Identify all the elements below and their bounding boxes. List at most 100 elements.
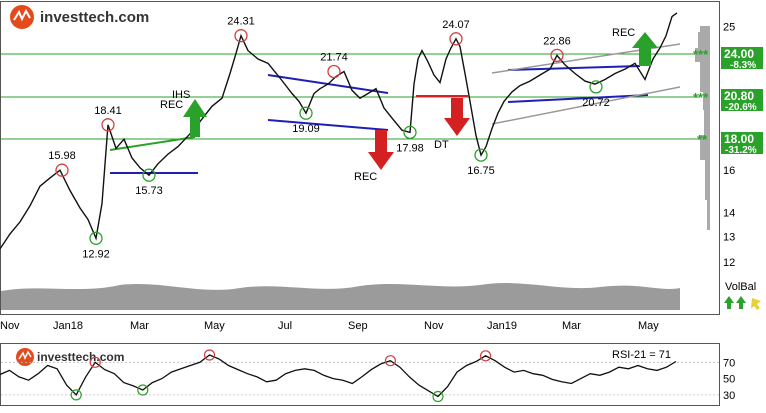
rsi-logo-wave <box>18 350 32 360</box>
volume-bar <box>707 200 710 230</box>
pivot-label: 18.41 <box>94 105 122 117</box>
x-axis-label: Nov <box>0 320 20 332</box>
y-tick-label: 14 <box>723 208 735 220</box>
pivot-marker <box>327 64 341 79</box>
volume-bar <box>700 135 710 160</box>
level-value: 18.00 <box>724 132 754 146</box>
rsi-pivot-points <box>70 349 492 403</box>
volume-bar <box>700 62 710 92</box>
pivot-marker <box>89 231 103 245</box>
level-value-box <box>721 132 763 154</box>
price-line <box>0 12 678 250</box>
signal-arrow-down-icon <box>444 98 470 136</box>
rsi-axis-ticks: 30 50 70 <box>723 357 735 402</box>
trendline-up-channel-bottom <box>491 86 681 125</box>
x-axis-label: Jan19 <box>487 320 517 332</box>
rsi-bottom-marker <box>70 389 82 401</box>
signal-label-rec: REC <box>160 99 183 111</box>
pivot-label: 21.74 <box>320 52 348 64</box>
pivot-marker <box>474 148 488 162</box>
level-box-24: *** 24.00 -8.3% <box>693 47 763 71</box>
pivot-label: 12.92 <box>82 248 110 260</box>
x-axis-labels: Nov Jan18 Mar May Jul Sep Nov Jan19 Mar May <box>0 320 659 332</box>
rsi-bottom-marker <box>137 384 149 396</box>
pivot-label: 20.72 <box>582 97 610 109</box>
x-axis-label: Mar <box>562 320 581 332</box>
x-axis-label: May <box>204 320 225 332</box>
pivot-label: 19.09 <box>292 123 320 135</box>
level-pct: -31.2% <box>725 145 757 156</box>
level-pct: -8.3% <box>730 60 756 71</box>
signal-labels: IHS REC REC DT REC <box>160 27 635 183</box>
pivot-marker <box>142 168 156 182</box>
signal-arrow-up-icon <box>183 99 207 137</box>
logo-wave <box>13 8 31 22</box>
rsi-logo: investtech.com <box>16 348 124 366</box>
rsi-top-marker <box>480 350 492 362</box>
signal-label-rec: REC <box>354 171 377 183</box>
logo: investtech.com <box>10 5 149 29</box>
pivot-points: 15.98 18.41 12.92 15.73 24.31 21.74 19.09 17.98… <box>48 16 610 261</box>
level-box-18: ** 18.00 -31.2% <box>697 132 763 156</box>
volume-balance-area <box>1 282 680 310</box>
y-axis-ticks: 12 13 14 16 25 <box>723 22 735 269</box>
pivot-label: 24.31 <box>227 16 255 28</box>
signal-arrow-down-icon <box>368 130 394 170</box>
pivot-label: 16.75 <box>467 165 495 177</box>
signal-label-ihs: IHS <box>172 89 190 101</box>
level-pct: -20.6% <box>725 102 757 113</box>
y-tick-label: 25 <box>723 22 735 34</box>
x-axis-label: Jul <box>278 320 292 332</box>
rsi-top-marker <box>384 355 396 367</box>
volume-bar <box>705 160 710 200</box>
x-axis-label: Jan18 <box>53 320 83 332</box>
y-tick-label: 12 <box>723 257 735 269</box>
volume-histogram <box>695 26 710 230</box>
rsi-line <box>0 354 677 398</box>
volbal-arrows <box>724 296 761 310</box>
x-axis-label: Sep <box>348 320 368 332</box>
pivot-marker <box>589 80 603 94</box>
volume-bar <box>700 26 710 32</box>
rsi-tick-label: 50 <box>723 374 735 386</box>
volbal-arrow-up-icon <box>724 296 734 309</box>
y-tick-label: 16 <box>723 165 735 177</box>
trendline-ihs-neckline <box>109 136 196 151</box>
pivot-label: 15.73 <box>135 185 163 197</box>
trendline-up-channel-top <box>491 43 681 74</box>
rsi-bottom-marker <box>432 390 444 403</box>
signal-arrow-up-icon <box>632 32 658 66</box>
pivot-label: 17.98 <box>396 142 424 154</box>
pivot-marker <box>550 48 564 63</box>
x-axis-label: Mar <box>130 320 149 332</box>
volume-bar <box>695 48 710 62</box>
level-value: 20.80 <box>724 89 754 103</box>
volume-bar <box>703 92 710 110</box>
level-value-box <box>721 47 763 69</box>
pivot-marker <box>55 163 69 177</box>
trendline-channel-bottom <box>267 119 389 131</box>
level-value: 24.00 <box>724 47 754 61</box>
volume-bar <box>698 32 710 48</box>
signal-arrows <box>183 32 658 170</box>
level-stars: *** <box>693 47 709 62</box>
rsi-top-marker <box>89 356 101 368</box>
rsi-top-marker <box>203 349 216 361</box>
volbal-arrow-up-icon <box>736 296 746 309</box>
pivot-marker <box>299 106 313 120</box>
volume-bar <box>704 110 710 135</box>
level-value-box <box>721 89 763 111</box>
pivot-label: 15.98 <box>48 150 76 162</box>
pivot-marker <box>234 29 248 43</box>
x-axis-label: May <box>638 320 659 332</box>
signal-label-dt: DT <box>434 139 449 151</box>
support-resistance-lines <box>1 53 700 140</box>
volbal-label: VolBal <box>725 281 756 293</box>
level-stars: *** <box>693 90 709 105</box>
rsi-logo-text: investtech.com <box>37 350 124 364</box>
rsi-tick-label: 70 <box>723 357 735 369</box>
trendline-rect-top <box>507 65 641 71</box>
volbal-arrow-diag-icon <box>751 298 761 310</box>
trendline-rect-bottom <box>507 94 649 103</box>
